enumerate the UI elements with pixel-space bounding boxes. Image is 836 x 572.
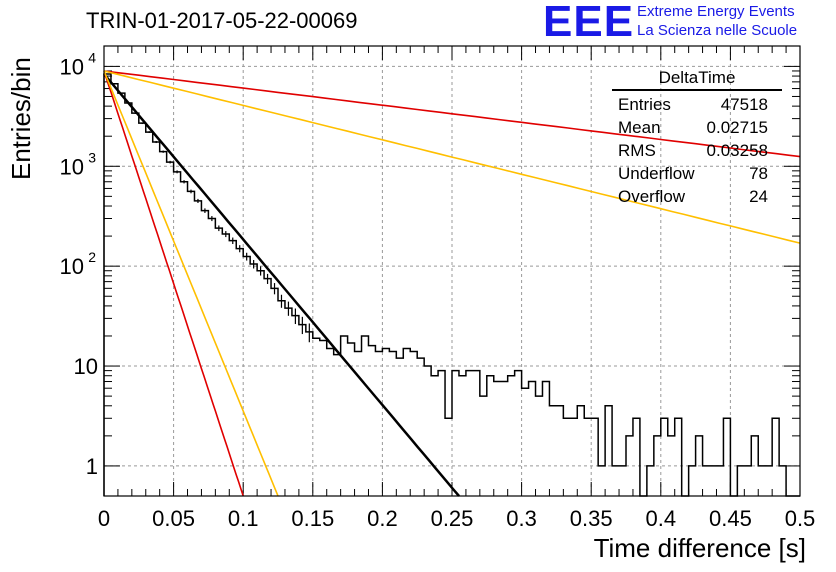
stats-value: 24: [749, 187, 768, 206]
stats-label: Underflow: [618, 164, 695, 183]
stats-label: Mean: [618, 118, 661, 137]
series-line: [103, 70, 279, 497]
x-tick-label: 0.05: [152, 506, 195, 531]
y-tick-exponent: 4: [88, 49, 96, 65]
plot-title: TRIN-01-2017-05-22-00069: [86, 8, 358, 33]
stats-value: 47518: [720, 95, 768, 114]
stats-label: Overflow: [618, 187, 686, 206]
logo-line-1: Extreme Energy Events: [637, 3, 795, 20]
x-tick-label: 0.1: [228, 506, 259, 531]
x-tick-label: 0.25: [431, 506, 474, 531]
y-tick-label: 10: [60, 54, 84, 79]
series-line: [103, 70, 801, 158]
plot-frame: [103, 45, 801, 497]
y-tick-label: 10: [74, 354, 98, 379]
y-tick-label: 1: [86, 454, 98, 479]
x-tick-label: 0.4: [646, 506, 677, 531]
y-tick-exponent: 2: [88, 249, 96, 265]
stats-value: 0.03258: [706, 141, 768, 160]
y-tick-label: 10: [60, 254, 84, 279]
x-tick-label: 0: [98, 506, 110, 531]
y-tick-label: 10: [60, 154, 84, 179]
x-tick-label: 0.35: [570, 506, 613, 531]
stats-row: Overflow 24: [612, 185, 782, 208]
series-line: [103, 70, 244, 497]
x-axis-label: Time difference [s]: [593, 533, 806, 563]
stats-label: Entries: [618, 95, 671, 114]
series-line: [103, 73, 460, 497]
eee-logo: EEE: [543, 0, 635, 46]
x-tick-label: 0.2: [367, 506, 398, 531]
x-tick-label: 0.45: [709, 506, 752, 531]
x-tick-label: 0.3: [506, 506, 537, 531]
x-tick-label: 0.5: [785, 506, 816, 531]
stats-value: 78: [749, 164, 768, 183]
y-tick-exponent: 3: [88, 149, 96, 165]
stats-row: RMS 0.03258: [612, 139, 782, 162]
stats-row: Entries 47518: [612, 93, 782, 116]
logo-subtitle: Extreme Energy Events La Scienza nelle S…: [637, 2, 797, 40]
stats-title: DeltaTime: [612, 68, 782, 91]
series-line: [103, 70, 801, 244]
stats-box: DeltaTime Entries 47518 Mean 0.02715 RMS 0.…: [612, 68, 782, 208]
stats-value: 0.02715: [706, 118, 768, 137]
y-axis-label: Entries/bin: [6, 57, 36, 180]
stats-label: RMS: [618, 141, 656, 160]
stats-row: Underflow 78: [612, 162, 782, 185]
x-tick-label: 0.15: [291, 506, 334, 531]
logo-line-2: La Scienza nelle Scuole: [637, 22, 798, 39]
stats-row: Mean 0.02715: [612, 116, 782, 139]
